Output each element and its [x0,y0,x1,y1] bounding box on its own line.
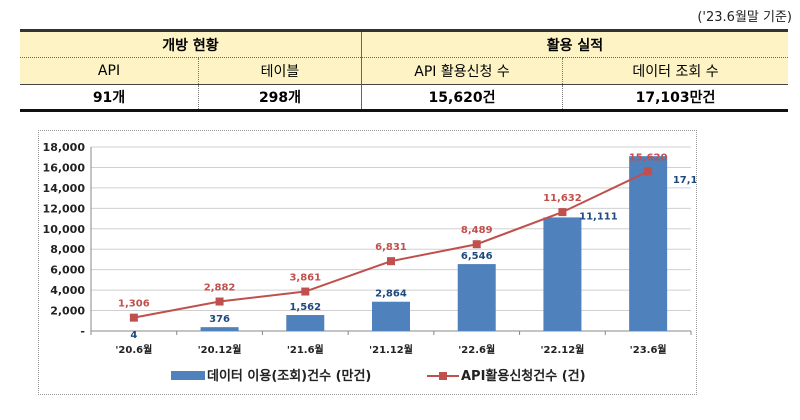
x-tick-label: '21.12월 [369,344,413,356]
bar [457,264,496,331]
header-data-queries: 데이터 조회 수 [562,57,788,85]
header-api-requests: API 활용신청 수 [361,57,563,85]
value-api-requests: 15,620건 [361,84,563,112]
line-data-label: 2,882 [204,283,236,294]
line-data-label: 8,489 [461,225,493,236]
line-marker [129,313,138,322]
y-tick-label: 18,000 [43,141,86,154]
y-tick-label: - [80,325,85,338]
x-tick-label: '22.6월 [458,344,495,356]
line-marker [472,240,481,249]
line-data-label: 3,861 [289,273,321,284]
x-tick-label: '21.6월 [287,344,324,356]
bar-data-label: 1,562 [289,302,321,313]
y-tick-label: 10,000 [43,223,86,236]
y-tick-label: 12,000 [43,202,86,215]
legend-bar-label: 데이터 이용(조회)건수 (만건) [207,368,371,384]
y-tick-label: 14,000 [43,182,86,195]
bar [200,327,239,331]
bar [372,301,410,331]
line-marker [215,297,224,306]
line-marker [301,287,310,296]
chart-container: - 2,000 4,000 6,000 8,000 10,000 12,000 14,000 1… [38,130,712,395]
x-tick-label: '20.6월 [115,344,152,356]
y-tick-label: 16,000 [43,161,86,174]
line-marker [558,208,567,217]
line-data-label: 15,620 [629,152,668,163]
reference-date-note: ('23.6월말 기준) [697,10,792,25]
x-tick-label: '23.6월 [630,344,667,356]
bar [629,156,668,331]
bar-data-label: 4 [130,330,137,341]
bar [543,217,582,331]
bar [286,315,325,331]
legend-bar-swatch [171,371,205,380]
group-usage: 활용 실적 [361,29,788,58]
value-table: 298개 [198,84,362,112]
summary-table: 개방 현황 활용 실적 API 테이블 API 활용신청 수 데이터 조회 수 … [20,29,788,112]
x-tick-label: '22.12월 [540,344,584,356]
y-tick-label: 8,000 [50,243,85,256]
legend-line-label: API활용신청건수 (건) [461,368,586,384]
line-data-label: 6,831 [375,242,407,253]
bar-data-label: 376 [209,314,230,325]
value-data-queries: 17,103만건 [562,84,788,112]
x-tick-label: '20.12월 [198,344,242,356]
legend-line-marker [439,372,447,380]
y-tick-label: 6,000 [50,264,85,277]
line-marker [387,257,395,266]
bar-data-label: 6,546 [461,251,493,262]
line-marker [644,167,653,176]
header-api: API [20,57,199,85]
bar-data-label: 11,111 [579,211,618,222]
combo-chart: - 2,000 4,000 6,000 8,000 10,000 12,000 14,000 1… [43,141,712,384]
line-data-label: 1,306 [118,299,150,310]
y-tick-label: 4,000 [50,284,85,297]
bar-data-label: 17,103 [673,175,696,186]
header-table: 테이블 [198,57,362,85]
y-tick-label: 2,000 [50,305,85,318]
value-api: 91개 [20,84,199,112]
line-data-label: 11,632 [543,193,582,204]
group-open-status: 개방 현황 [20,29,362,58]
bar-data-label: 2,864 [375,289,407,300]
